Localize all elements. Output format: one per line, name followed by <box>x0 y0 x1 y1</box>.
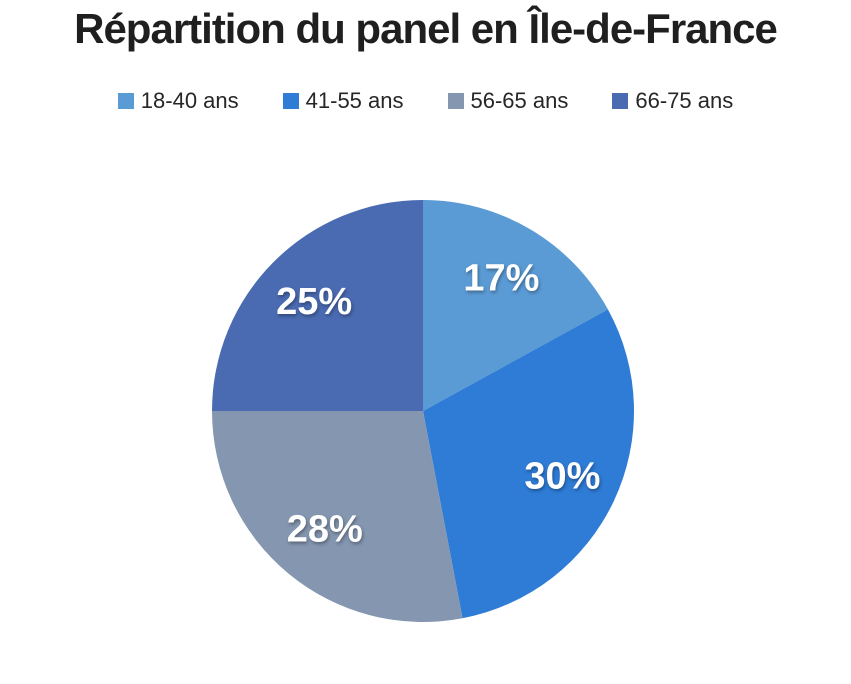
legend-item-56-65-ans[interactable]: 56-65 ans <box>447 88 569 113</box>
legend-label: 41-55 ans <box>305 88 404 113</box>
legend-item-41-55-ans[interactable]: 41-55 ans <box>282 88 404 113</box>
legend-label: 56-65 ans <box>470 88 569 113</box>
data-label: 17% <box>463 257 539 299</box>
chart-legend: 18-40 ans 41-55 ans 56-65 ans 66-75 ans <box>0 90 851 112</box>
chart-title: Répartition du panel en Île-de-France <box>74 5 778 52</box>
pie-slice-18-40-ans[interactable] <box>423 200 608 411</box>
data-label: 25% <box>276 281 352 323</box>
data-label: 30% <box>524 456 600 498</box>
pie-slice-41-55-ans[interactable] <box>423 309 634 619</box>
legend-item-66-75-ans[interactable]: 66-75 ans <box>612 90 733 112</box>
legend-swatch-icon <box>447 93 464 109</box>
legend-item-18-40-ans[interactable]: 18-40 ans <box>117 88 239 113</box>
legend-label: 66-75 ans <box>635 88 734 113</box>
pie-slice-56-65-ans[interactable] <box>212 411 463 622</box>
legend-label: 18-40 ans <box>140 88 239 113</box>
legend-swatch-icon <box>117 93 134 109</box>
data-label: 28% <box>287 509 363 551</box>
legend-swatch-icon <box>282 93 299 109</box>
pie-slice-66-75-ans[interactable] <box>212 200 423 411</box>
legend-swatch-icon <box>612 93 629 109</box>
